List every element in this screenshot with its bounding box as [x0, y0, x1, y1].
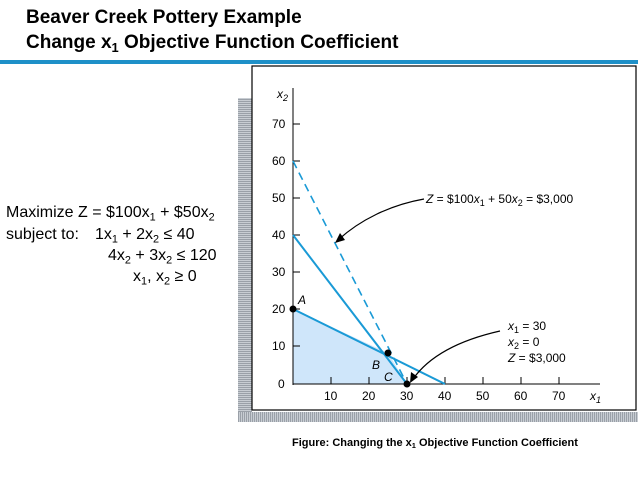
- solution-x2: x2 = 0: [507, 335, 540, 351]
- solution-arrowhead: [410, 372, 418, 383]
- objective-arrowhead: [335, 233, 345, 243]
- point-c-marker: [403, 380, 411, 388]
- constraint-2-text-2: + 3x: [130, 247, 167, 264]
- title-divider: [0, 60, 638, 64]
- point-a-marker: [289, 305, 297, 313]
- feasible-region: [293, 309, 407, 384]
- x-tick-label-20: 20: [362, 389, 376, 403]
- constraint-2-line: 4x2 + 3x2 ≤ 120: [108, 246, 217, 266]
- objective-annotation: Z = $100x1 + 50x2 = $3,000: [425, 192, 573, 208]
- constraint-2-text-1: 4x: [108, 247, 125, 264]
- frame-shadow-bottom: [238, 412, 638, 422]
- x-tick-label-60: 60: [514, 389, 528, 403]
- constraint-1-rhs: ≤ 40: [159, 226, 195, 243]
- constraint-1-sub-2: 2: [153, 233, 160, 246]
- x-tick-label-30: 30: [400, 389, 414, 403]
- constraint-2-line: [292, 234, 408, 385]
- objective-text-2: + $50x: [155, 204, 209, 221]
- constraint-2-rhs: ≤ 120: [172, 247, 217, 264]
- constraint-1-text-2: + 2x: [117, 226, 154, 243]
- y-tick-label-20: 20: [272, 302, 286, 316]
- slide-subtitle: Change x1 Objective Function Coefficient: [26, 32, 398, 54]
- subtitle-part-2: Objective Function Coefficient: [118, 32, 399, 53]
- y-tick-label-30: 30: [272, 265, 286, 279]
- y-tick-label-70: 70: [272, 117, 286, 131]
- point-b-marker: [384, 349, 392, 357]
- figure-caption: Figure: Changing the x1 Objective Functi…: [292, 437, 578, 449]
- y-tick-label-10: 10: [272, 339, 286, 353]
- x-tick-label-10: 10: [324, 389, 338, 403]
- frame-shadow-left: [238, 98, 252, 416]
- caption-text-1: Figure: Changing the x: [292, 437, 412, 449]
- point-c-label: C: [384, 370, 393, 384]
- constraint-3-sub-1: 1: [141, 275, 148, 288]
- objective-line: Maximize Z = $100x1 + $50x2: [6, 203, 215, 223]
- constraint-3-rhs: ≥ 0: [170, 268, 197, 285]
- y-axis-label: x2: [276, 87, 288, 103]
- objective-sub-1: 1: [149, 211, 156, 224]
- constraint-3-text-1: x: [133, 268, 141, 285]
- constraint-1-sub-1: 1: [111, 233, 118, 246]
- constraint-1-line: subject to: 1x1 + 2x2 ≤ 40: [6, 225, 195, 245]
- constraint-2-sub-2: 2: [166, 254, 173, 267]
- x-tick-label-40: 40: [438, 389, 452, 403]
- subject-to-label: subject to:: [6, 226, 79, 243]
- constraint-2-sub-1: 2: [124, 254, 131, 267]
- nonnegativity-line: x1, x2 ≥ 0: [133, 267, 197, 287]
- x-tick-label-70: 70: [552, 389, 566, 403]
- subtitle-subscript: 1: [111, 39, 119, 55]
- x-tick-label-50: 50: [476, 389, 490, 403]
- objective-function-line: [292, 160, 408, 385]
- y-tick-label-40: 40: [272, 228, 286, 242]
- caption-subscript: 1: [411, 441, 416, 451]
- solution-z: Z = $3,000: [507, 351, 566, 365]
- x-axis-label: x1: [589, 389, 601, 405]
- objective-text-1: Maximize Z = $100x: [6, 204, 150, 221]
- y-tick-label-0: 0: [278, 377, 285, 391]
- constraint-3-sub-2: 2: [163, 275, 171, 288]
- subtitle-part-1: Change x: [26, 32, 112, 53]
- x-axis-ticks: 10 20 30 40 50 60 70: [324, 377, 566, 403]
- caption-text-2: Objective Function Coefficient: [415, 437, 578, 449]
- y-tick-label-50: 50: [272, 191, 286, 205]
- constraint-3-text-2: , x: [147, 268, 164, 285]
- objective-arrow: [337, 198, 425, 241]
- solution-x1: x1 = 30: [507, 319, 546, 335]
- point-a-label: A: [297, 293, 306, 307]
- objective-sub-2: 2: [208, 211, 215, 224]
- y-tick-label-60: 60: [272, 154, 286, 168]
- solution-arrow: [412, 330, 501, 380]
- constraint-1-text-1: 1x: [94, 226, 112, 243]
- point-b-label: B: [372, 358, 380, 372]
- slide-title: Beaver Creek Pottery Example: [26, 7, 302, 28]
